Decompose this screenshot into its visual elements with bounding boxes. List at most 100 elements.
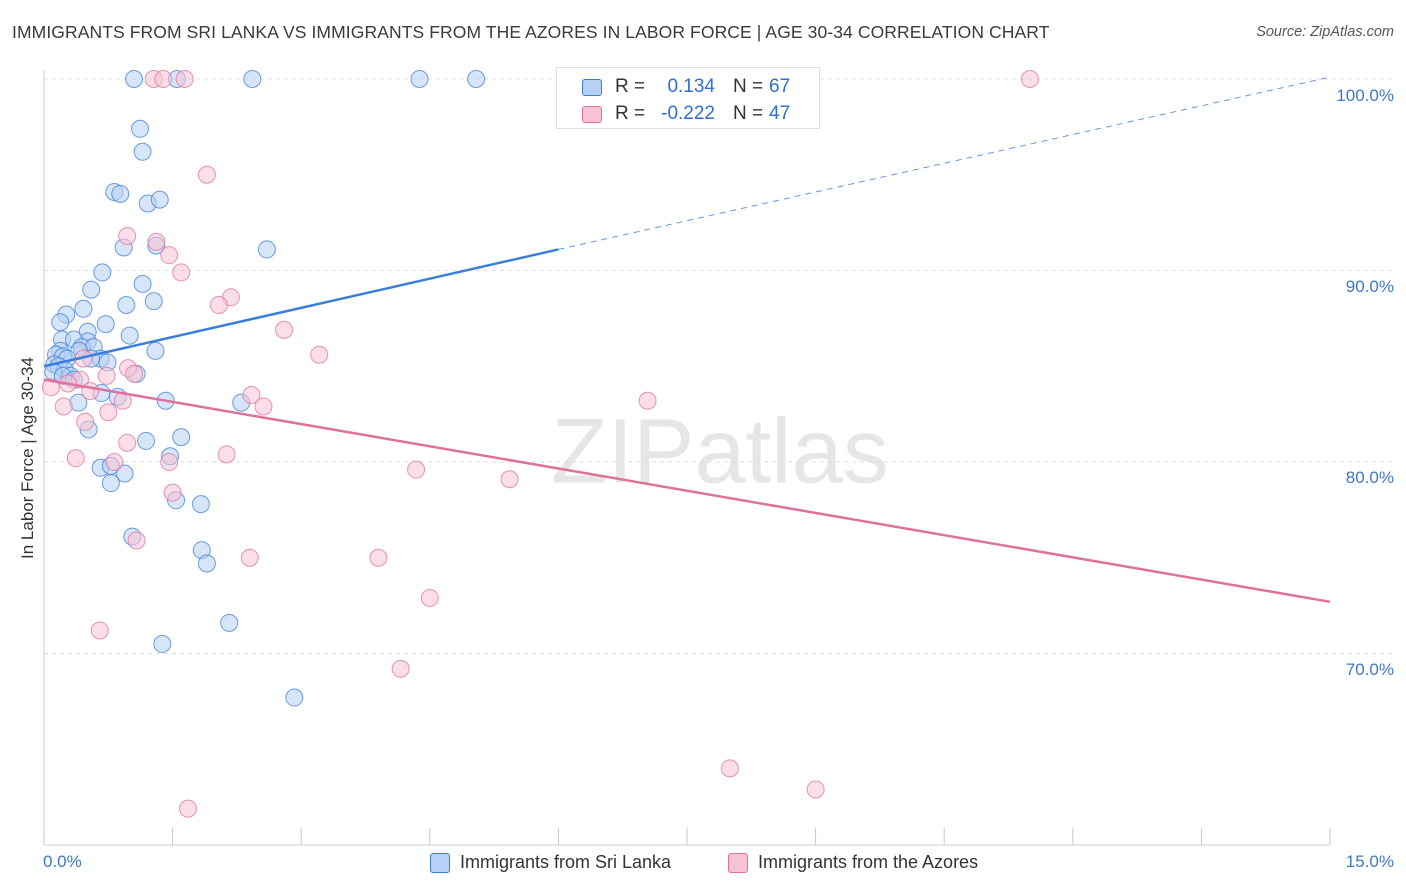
point-azores-32 <box>105 453 124 471</box>
point-azores-28 <box>118 433 137 452</box>
series-sri-lanka <box>44 70 486 707</box>
point-sri-lanka-5 <box>131 119 150 138</box>
legend-swatch-blue <box>430 852 450 873</box>
point-sri-lanka-3 <box>410 70 429 88</box>
trend-line-azores <box>43 378 1331 604</box>
point-sri-lanka-32 <box>146 341 165 360</box>
point-sri-lanka-17 <box>144 292 163 311</box>
point-sri-lanka-66 <box>153 634 172 653</box>
trend-line-sri-lanka <box>43 248 559 368</box>
gridlines <box>44 78 1392 654</box>
n-label: N = <box>733 76 764 97</box>
n-value: 67 <box>769 76 791 97</box>
point-sri-lanka-65 <box>220 613 239 632</box>
point-azores-26 <box>99 403 118 422</box>
n-label: N = <box>733 103 764 124</box>
point-azores-6 <box>147 232 166 251</box>
point-azores-19 <box>41 378 60 397</box>
point-azores-38 <box>369 548 388 567</box>
legend-label-sri-lanka: Immigrants from Sri Lanka <box>460 852 672 872</box>
point-azores-15 <box>125 364 144 383</box>
point-azores-3 <box>1020 70 1039 88</box>
point-azores-31 <box>160 453 179 471</box>
point-sri-lanka-15 <box>133 274 152 293</box>
legend-swatch-pink <box>728 852 748 873</box>
point-azores-8 <box>172 263 191 282</box>
point-azores-27 <box>76 412 95 431</box>
point-azores-25 <box>638 391 657 410</box>
n-value: 47 <box>769 103 791 124</box>
point-azores-39 <box>420 588 439 607</box>
watermark: ZIPatlas <box>551 400 888 502</box>
source-label: Source: ZipAtlas.com <box>1256 24 1394 40</box>
point-azores-10 <box>209 295 228 314</box>
y-tick-label-100: 100.0% <box>1336 86 1394 105</box>
point-azores-30 <box>66 449 85 468</box>
point-sri-lanka-53 <box>137 431 156 450</box>
point-azores-37 <box>240 548 259 567</box>
point-sri-lanka-16 <box>82 280 101 299</box>
y-tick-label-70: 70.0% <box>1345 660 1394 679</box>
point-sri-lanka-64 <box>197 554 216 573</box>
point-azores-33 <box>407 460 426 479</box>
r-value: -0.222 <box>661 103 715 124</box>
r-value: 0.134 <box>667 76 715 97</box>
legend-item-azores[interactable]: Immigrants from the Azores <box>728 852 978 873</box>
point-azores-5 <box>118 227 137 246</box>
point-sri-lanka-13 <box>257 240 276 259</box>
point-azores-16 <box>97 366 116 385</box>
point-sri-lanka-18 <box>117 295 136 314</box>
point-azores-23 <box>254 397 273 416</box>
series-legend: Immigrants from Sri Lanka Immigrants fro… <box>0 852 1406 878</box>
chart-title: IMMIGRANTS FROM SRI LANKA VS IMMIGRANTS … <box>12 22 1050 42</box>
point-sri-lanka-19 <box>74 299 93 318</box>
point-azores-24 <box>54 397 73 416</box>
point-sri-lanka-6 <box>133 142 152 161</box>
point-azores-43 <box>806 780 825 799</box>
point-azores-7 <box>160 246 179 265</box>
r-label: R = <box>615 103 646 124</box>
stats-legend: R = 0.134 N = 67 R = -0.222 N = 47 <box>556 67 820 129</box>
point-azores-4 <box>197 165 216 184</box>
point-sri-lanka-61 <box>191 495 210 514</box>
point-sri-lanka-21 <box>51 313 70 332</box>
point-azores-41 <box>391 659 410 678</box>
legend-swatch-pink <box>582 105 602 123</box>
legend-row-azores: R = -0.222 N = 47 <box>557 101 819 127</box>
point-sri-lanka-54 <box>172 428 191 447</box>
point-sri-lanka-4 <box>467 70 486 88</box>
x-tick-label-max: 15.0% <box>1345 852 1394 871</box>
legend-label-azores: Immigrants from the Azores <box>758 852 979 872</box>
point-sri-lanka-8 <box>111 184 130 203</box>
x-tick-label-min: 0.0% <box>43 852 82 871</box>
point-azores-34 <box>500 470 519 489</box>
point-sri-lanka-10 <box>150 190 169 209</box>
point-azores-12 <box>310 345 329 364</box>
point-azores-40 <box>90 621 109 640</box>
point-sri-lanka-14 <box>93 263 112 282</box>
point-azores-42 <box>720 759 739 778</box>
point-azores-36 <box>127 531 146 550</box>
point-azores-35 <box>163 483 182 502</box>
point-sri-lanka-67 <box>285 688 304 707</box>
legend-swatch-blue <box>582 78 602 96</box>
point-azores-29 <box>217 445 236 464</box>
point-azores-1 <box>154 70 173 88</box>
point-azores-11 <box>275 320 294 339</box>
point-azores-21 <box>242 385 261 404</box>
point-azores-2 <box>175 70 194 88</box>
trend-lines <box>43 76 1331 604</box>
point-sri-lanka-59 <box>101 474 120 493</box>
y-tick-label-90: 90.0% <box>1345 277 1394 296</box>
point-sri-lanka-58 <box>115 464 134 483</box>
point-sri-lanka-24 <box>120 326 139 345</box>
y-tick-label-80: 80.0% <box>1345 468 1394 487</box>
point-sri-lanka-2 <box>243 70 262 88</box>
legend-item-sri-lanka[interactable]: Immigrants from Sri Lanka <box>430 852 671 873</box>
r-label: R = <box>615 76 646 97</box>
axes <box>43 70 1331 846</box>
legend-row-sri-lanka: R = 0.134 N = 67 <box>557 74 819 100</box>
series-azores <box>41 70 1039 818</box>
point-azores-44 <box>179 799 198 818</box>
